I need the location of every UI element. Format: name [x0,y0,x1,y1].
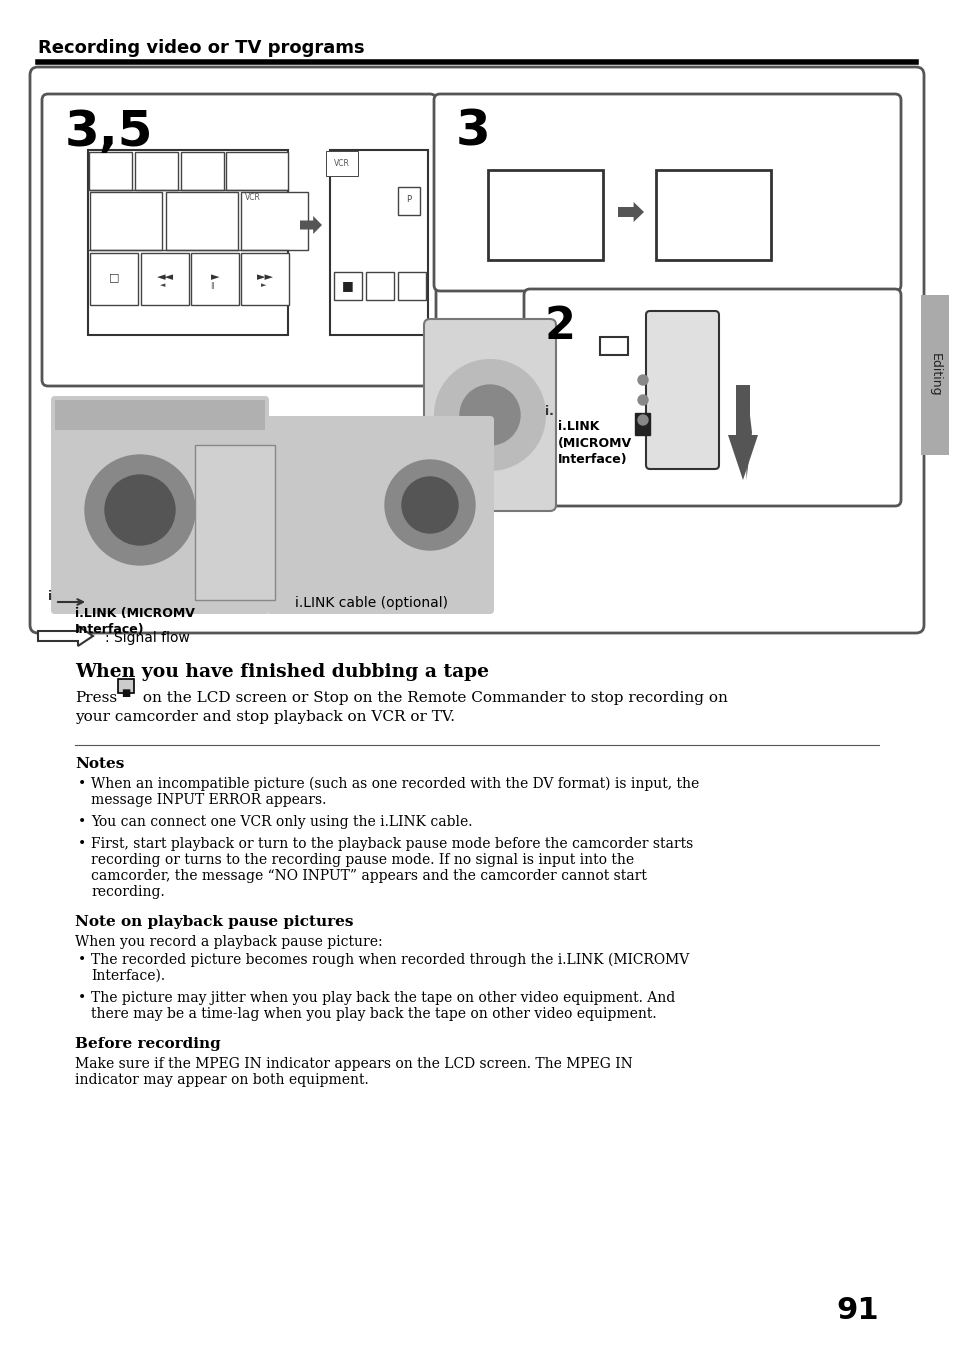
Circle shape [459,385,519,445]
Text: Before recording: Before recording [75,1037,220,1051]
Text: The picture may jitter when you play back the tape on other video equipment. And: The picture may jitter when you play bac… [91,991,675,1005]
Text: •: • [78,777,86,791]
Circle shape [638,375,647,385]
Bar [166,192,237,250]
Text: •: • [78,837,86,850]
Text: VCR: VCR [245,193,260,201]
Text: The recorded picture becomes rough when recorded through the i.LINK (MICROMV: The recorded picture becomes rough when … [91,953,688,968]
Bar [90,253,138,306]
Text: Editing: Editing [927,353,941,397]
Text: Make sure if the MPEG IN indicator appears on the LCD screen. The MPEG IN: Make sure if the MPEG IN indicator appea… [75,1057,632,1071]
Text: Notes: Notes [75,757,124,771]
Polygon shape [618,201,643,222]
Text: there may be a time-lag when you play back the tape on other video equipment.: there may be a time-lag when you play ba… [91,1007,656,1021]
Text: ■: ■ [342,280,354,292]
FancyBboxPatch shape [434,95,900,291]
Circle shape [401,477,457,533]
Text: ►: ► [211,272,219,283]
Bar [90,192,162,250]
Text: 91: 91 [836,1297,878,1325]
Text: recording.: recording. [91,886,165,899]
Bar [194,445,274,600]
Bar [330,150,428,335]
Text: When you have finished dubbing a tape: When you have finished dubbing a tape [75,662,489,681]
Text: message INPUT ERROR appears.: message INPUT ERROR appears. [91,794,326,807]
Bar [488,170,602,260]
Circle shape [105,475,174,545]
Text: P: P [406,195,411,204]
Bar [599,337,627,356]
Bar [135,151,178,191]
Bar [366,272,394,300]
Text: ►►: ►► [256,272,274,283]
Text: When an incompatible picture (such as one recorded with the DV format) is input,: When an incompatible picture (such as on… [91,777,699,791]
Text: □: □ [109,272,119,283]
Bar [141,253,189,306]
Text: Note on playback pause pictures: Note on playback pause pictures [75,915,354,929]
Bar [397,187,419,215]
Bar [181,151,224,191]
Bar [226,151,288,191]
Text: i.: i. [544,406,554,418]
Polygon shape [738,385,751,480]
Polygon shape [727,385,758,480]
Text: ||: || [211,283,215,289]
Circle shape [638,415,647,425]
FancyBboxPatch shape [266,416,494,614]
Text: •: • [78,953,86,967]
Text: First, start playback or turn to the playback pause mode before the camcorder st: First, start playback or turn to the pla… [91,837,693,850]
Text: ■: ■ [121,688,131,698]
FancyBboxPatch shape [51,396,269,614]
Text: •: • [78,815,86,829]
Polygon shape [38,626,92,646]
Bar [88,150,288,335]
Bar [55,400,265,430]
Text: •: • [78,991,86,1005]
Text: ◄: ◄ [160,283,166,288]
FancyBboxPatch shape [30,68,923,633]
Bar [241,253,289,306]
Text: your camcorder and stop playback on VCR or TV.: your camcorder and stop playback on VCR … [75,710,455,725]
Text: i.LINK (MICROMV
Interface): i.LINK (MICROMV Interface) [75,607,194,637]
Bar [241,192,308,250]
Text: Recording video or TV programs: Recording video or TV programs [38,39,364,57]
Bar [920,295,948,456]
Text: recording or turns to the recording pause mode. If no signal is input into the: recording or turns to the recording paus… [91,853,634,867]
Bar [118,679,133,694]
Circle shape [385,460,475,550]
Bar [397,272,426,300]
Bar [191,253,239,306]
Bar [334,272,361,300]
Bar [656,170,770,260]
Text: i.LINK cable (optional): i.LINK cable (optional) [294,596,448,610]
Circle shape [638,395,647,406]
Text: You can connect one VCR only using the i.LINK cable.: You can connect one VCR only using the i… [91,815,472,829]
Text: ►: ► [261,283,267,288]
Text: : Signal flow: : Signal flow [105,631,190,645]
Text: VCR: VCR [334,160,350,168]
Text: ◄◄: ◄◄ [156,272,173,283]
Text: on the LCD screen or Stop on the Remote Commander to stop recording on: on the LCD screen or Stop on the Remote … [138,691,727,704]
FancyBboxPatch shape [645,311,719,469]
FancyBboxPatch shape [523,289,900,506]
Text: When you record a playback pause picture:: When you record a playback pause picture… [75,936,382,949]
Text: i: i [48,589,52,603]
Text: camcorder, the message “NO INPUT” appears and the camcorder cannot start: camcorder, the message “NO INPUT” appear… [91,869,646,883]
Text: i.LINK
(MICROMV
Interface): i.LINK (MICROMV Interface) [558,420,632,466]
FancyBboxPatch shape [42,95,436,387]
Text: 3,5: 3,5 [65,108,153,155]
Text: indicator may appear on both equipment.: indicator may appear on both equipment. [75,1073,369,1087]
Circle shape [85,456,194,565]
Text: Press: Press [75,691,117,704]
Bar [89,151,132,191]
Bar [635,412,649,435]
Circle shape [435,360,544,470]
Text: 2: 2 [544,306,576,347]
Text: Interface).: Interface). [91,969,165,983]
Polygon shape [299,216,322,234]
FancyBboxPatch shape [423,319,556,511]
Text: 3: 3 [456,108,490,155]
